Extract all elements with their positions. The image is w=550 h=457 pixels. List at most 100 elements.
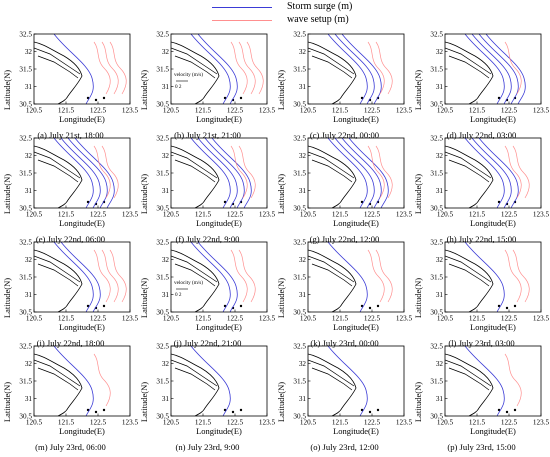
x-tick-label: 123.5 (533, 419, 550, 427)
map-panel: 32.5 32 31.5 31 30.5 120.5 121.5 122.5 123.5 Long… (276, 134, 413, 247)
x-axis-title: Longitude(E) (196, 322, 242, 332)
y-tick-label: 31.5 (19, 66, 32, 74)
coastline (308, 249, 357, 312)
y-axis-title: Latitude(N) (2, 173, 12, 215)
velocity-inset-label: velocity (m/s) (174, 279, 203, 286)
y-tick-label: 32 (436, 360, 444, 368)
x-axis-title: Longitude(E) (470, 322, 516, 332)
y-tick-label: 31 (299, 187, 307, 195)
y-axis-title: Latitude(N) (139, 69, 149, 111)
setup-contour (367, 145, 385, 199)
y-tick-label: 30.5 (293, 413, 306, 421)
setup-contour (230, 249, 248, 303)
surge-contour (464, 34, 505, 104)
plot-frame (307, 345, 405, 417)
surge-contour (327, 138, 368, 208)
x-tick-label: 122.5 (227, 211, 244, 219)
y-tick-label: 32.5 (156, 343, 169, 351)
y-tick-label: 31.5 (430, 66, 443, 74)
y-tick-label: 32.5 (293, 31, 306, 39)
y-axis-title: Latitude(N) (413, 381, 423, 423)
panel-caption: (p) July 23rd, 15:00 (447, 442, 516, 452)
island (239, 304, 243, 308)
setup-contour (93, 145, 111, 199)
y-axis-title: Latitude(N) (413, 69, 423, 111)
setup-contour (101, 249, 119, 303)
y-tick-label: 30.5 (430, 101, 443, 109)
panel-caption: (h) July 22nd, 15:00 (446, 234, 517, 244)
estuary-channels (34, 47, 81, 79)
y-tick-label: 32 (25, 256, 33, 264)
coastline (34, 353, 83, 416)
x-tick-label: 121.5 (58, 107, 75, 115)
y-tick-label: 32.5 (430, 239, 443, 247)
y-axis-title: Latitude(N) (276, 69, 286, 111)
x-tick-label: 121.5 (195, 107, 212, 115)
map-panel: 32.5 32 31.5 31 30.5 120.5 121.5 122.5 123.5 Long… (413, 238, 550, 351)
y-tick-label: 32.5 (19, 135, 32, 143)
y-tick-label: 30.5 (430, 413, 443, 421)
panel-caption: (m) July 23rd, 06:00 (35, 442, 106, 452)
island (497, 200, 501, 204)
x-axis-title: Longitude(E) (196, 114, 242, 124)
x-tick-label: 122.5 (90, 211, 107, 219)
y-tick-label: 32 (25, 152, 33, 160)
surge-contour (204, 138, 245, 208)
y-tick-label: 31 (25, 187, 33, 195)
panel-caption: (n) July 23rd, 9:00 (175, 442, 240, 452)
x-axis-title: Longitude(E) (333, 426, 379, 436)
plot-frame (444, 241, 542, 313)
y-tick-label: 32.5 (293, 135, 306, 143)
x-tick-label: 121.5 (58, 211, 75, 219)
surge-contour (334, 34, 375, 104)
y-axis-title: Latitude(N) (276, 277, 286, 319)
y-tick-label: 32.5 (293, 343, 306, 351)
x-tick-label: 123.5 (122, 419, 139, 427)
estuary-channels (445, 47, 492, 79)
y-tick-label: 31 (436, 395, 444, 403)
surge-contour (53, 242, 94, 312)
y-tick-label: 31.5 (293, 274, 306, 282)
surge-contour (53, 34, 94, 104)
x-axis-title: Longitude(E) (196, 218, 242, 228)
x-tick-label: 122.5 (227, 315, 244, 323)
x-tick-label: 121.5 (332, 419, 349, 427)
x-tick-label: 120.5 (437, 211, 454, 219)
x-tick-label: 122.5 (501, 211, 518, 219)
y-tick-label: 31 (436, 83, 444, 91)
x-tick-label: 123.5 (533, 211, 550, 219)
x-tick-label: 120.5 (437, 419, 454, 427)
y-tick-label: 30.5 (19, 413, 32, 421)
setup-contour (504, 145, 522, 199)
island (223, 96, 227, 100)
map-panel: 32.5 32 31.5 31 30.5 120.5 121.5 122.5 123.5 Long… (139, 342, 276, 455)
map-panel: 32.5 32 31.5 31 30.5 120.5 121.5 122.5 123.5 Long… (2, 134, 139, 247)
map-panel: 32.5 32 31.5 31 30.5 120.5 121.5 122.5 123.5 Long… (413, 30, 550, 143)
x-tick-label: 122.5 (90, 315, 107, 323)
surge-contour (190, 34, 231, 104)
coastline (171, 41, 220, 104)
setup-contour (367, 249, 385, 303)
surge-contour (464, 346, 505, 416)
x-tick-label: 120.5 (300, 211, 317, 219)
x-tick-label: 122.5 (90, 107, 107, 115)
island (497, 96, 501, 100)
plot-frame (444, 33, 542, 105)
map-panel: 32.5 32 31.5 31 30.5 120.5 121.5 122.5 123.5 Long… (139, 30, 276, 143)
surge-contour (190, 346, 231, 416)
surge-contour (334, 138, 375, 208)
island (360, 304, 364, 308)
island (223, 408, 227, 412)
y-tick-label: 32 (436, 48, 444, 56)
x-axis-title: Longitude(E) (333, 322, 379, 332)
x-tick-label: 122.5 (501, 419, 518, 427)
setup-contour (504, 249, 522, 303)
y-tick-label: 31.5 (430, 274, 443, 282)
map-panel: 32.5 32 31.5 31 30.5 120.5 121.5 122.5 123.5 Long… (276, 342, 413, 455)
y-tick-label: 32.5 (19, 343, 32, 351)
y-tick-label: 32 (162, 360, 170, 368)
y-tick-label: 31.5 (293, 170, 306, 178)
y-tick-label: 32.5 (156, 135, 169, 143)
